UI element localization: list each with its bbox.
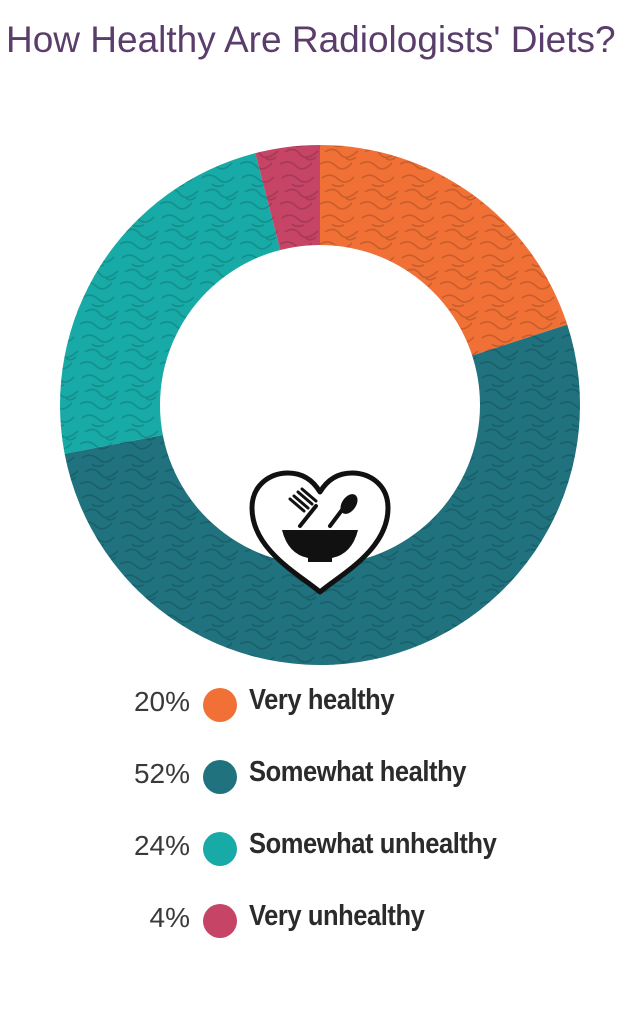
legend-label: Very healthy [249, 684, 395, 716]
legend-item-very-unhealthy: 4% Very unhealthy [0, 896, 640, 946]
donut-hole [160, 245, 480, 565]
legend-label: Somewhat healthy [249, 756, 467, 788]
heart-bowl-utensils-icon [249, 470, 391, 595]
legend-swatch [203, 688, 237, 722]
legend-item-somewhat-unhealthy: 24% Somewhat unhealthy [0, 824, 640, 874]
legend-item-very-healthy: 20% Very healthy [0, 680, 640, 730]
legend-value: 20% [133, 686, 190, 717]
legend-value: 4% [149, 902, 190, 933]
legend-swatch [203, 760, 237, 794]
legend-item-somewhat-healthy: 52% Somewhat healthy [0, 752, 640, 802]
legend-value: 24% [133, 830, 190, 861]
legend-value: 52% [133, 758, 190, 789]
legend-swatch [203, 904, 237, 938]
legend-label: Somewhat unhealthy [249, 828, 497, 860]
legend-label: Very unhealthy [249, 900, 425, 932]
chart-title: How Healthy Are Radiologists' Diets? [6, 19, 616, 60]
legend-swatch [203, 832, 237, 866]
donut-chart [59, 145, 580, 665]
